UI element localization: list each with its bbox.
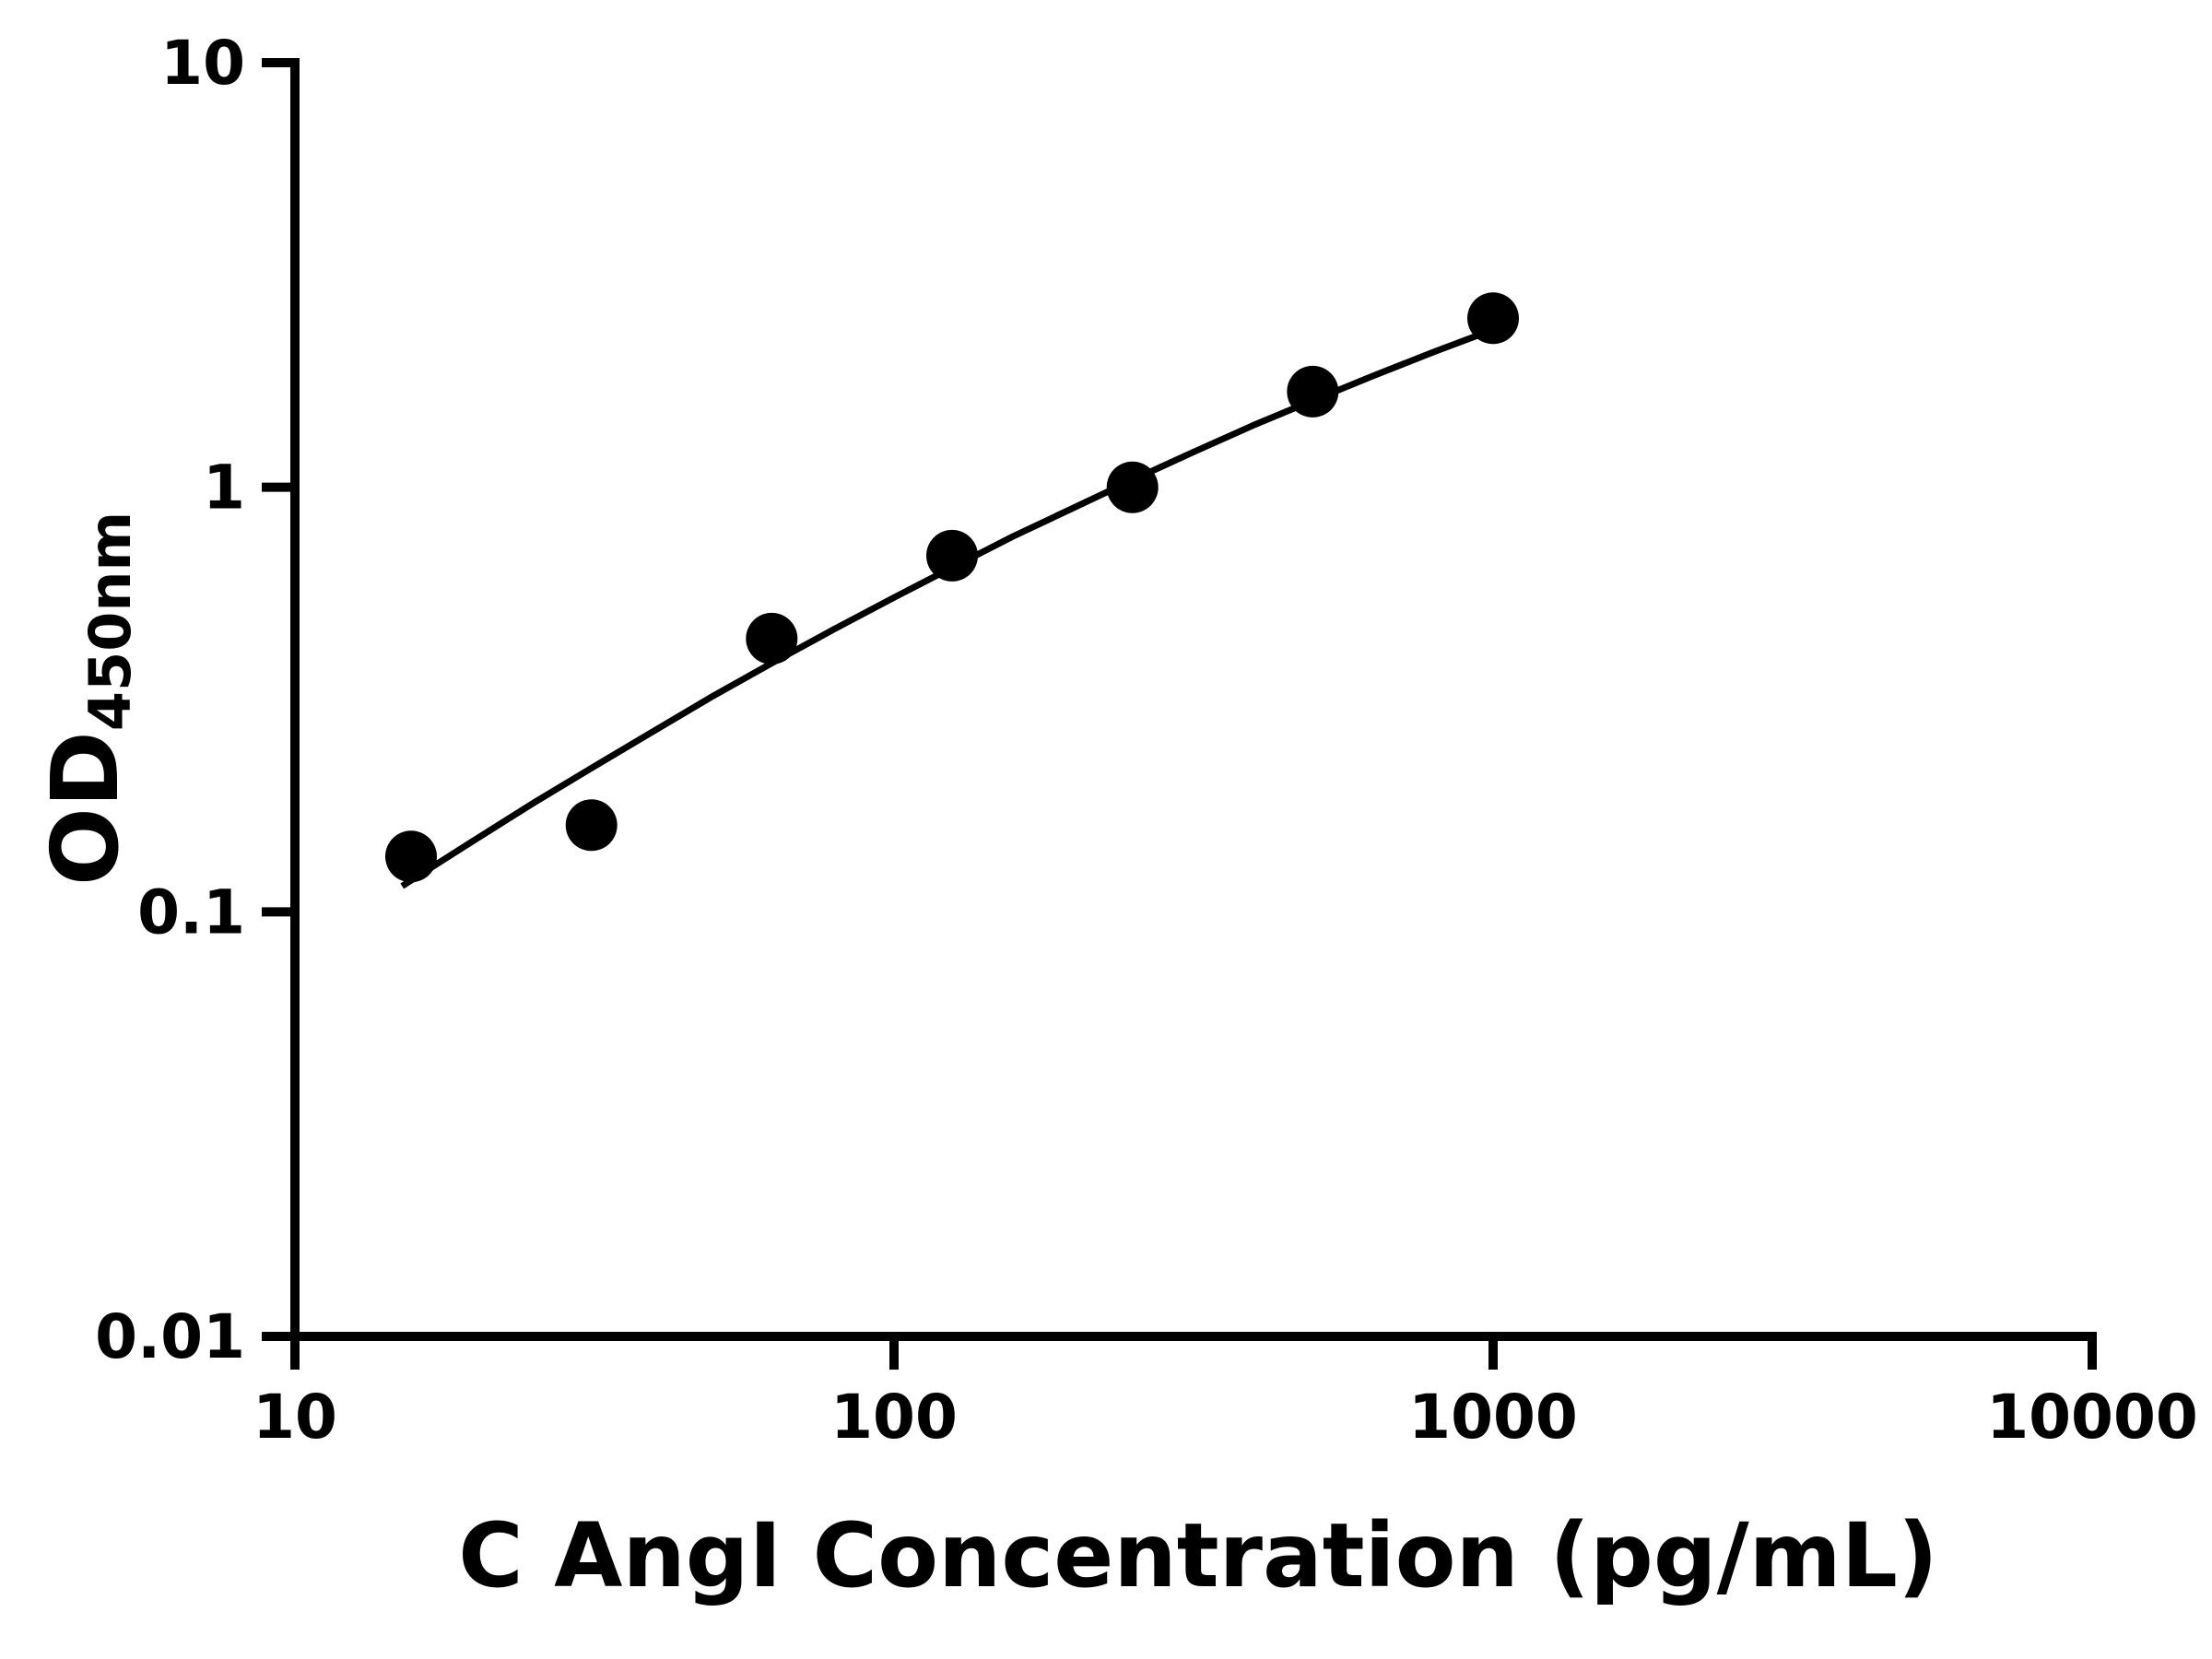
data-point <box>1106 461 1159 513</box>
data-point <box>1467 292 1519 345</box>
x-tick-label: 10000 <box>1986 1382 2198 1453</box>
y-tick-label: 0.1 <box>137 877 245 947</box>
fit-curve <box>400 326 1495 889</box>
y-tick-label: 0.01 <box>95 1301 245 1372</box>
data-point <box>746 612 798 665</box>
data-point <box>1287 365 1339 418</box>
y-tick-label: 1 <box>203 453 245 524</box>
y-axis-title-subscript: 450nm <box>76 511 144 732</box>
y-tick-label: 10 <box>160 28 245 99</box>
data-point <box>926 529 978 582</box>
x-axis-title: C AngI Concentration (pg/mL) <box>458 1504 1938 1607</box>
data-point <box>385 830 437 883</box>
x-tick-label: 10 <box>253 1382 337 1453</box>
x-tick-label: 1000 <box>1408 1382 1578 1453</box>
x-tick-label: 100 <box>830 1382 958 1453</box>
y-axis-title-main: OD <box>31 731 140 887</box>
y-axis-title: OD450nm <box>31 512 144 886</box>
data-point <box>565 799 618 852</box>
